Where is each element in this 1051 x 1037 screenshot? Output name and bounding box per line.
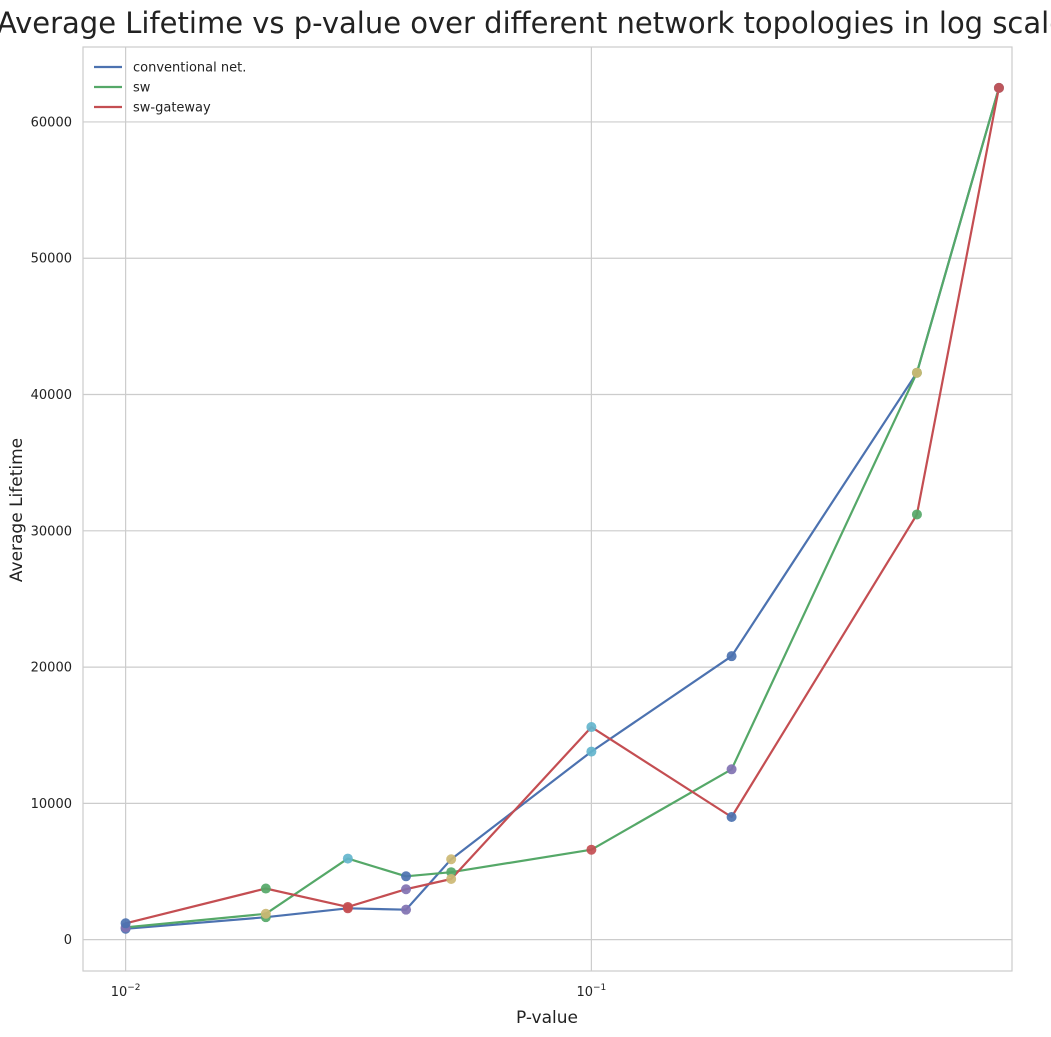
data-point <box>586 722 597 733</box>
y-axis-ticks: 0 10000 20000 30000 40000 50000 60000 <box>31 115 72 948</box>
y-tick-label: 40000 <box>31 388 72 403</box>
data-point <box>993 82 1004 93</box>
grid <box>83 47 1012 971</box>
data-point <box>401 884 412 895</box>
data-point <box>586 844 597 855</box>
data-point <box>446 874 457 885</box>
data-point <box>446 854 457 865</box>
data-point <box>911 509 922 520</box>
data-point <box>586 746 597 757</box>
data-point <box>260 883 271 894</box>
chart-title: Average Lifetime vs p-value over differe… <box>0 6 1051 40</box>
data-point <box>401 904 412 915</box>
data-point <box>726 812 737 822</box>
data-point <box>401 871 412 882</box>
data-point <box>342 901 353 912</box>
legend: conventional net. sw sw-gateway <box>94 61 246 116</box>
x-tick-label: 10−2 <box>111 983 141 1000</box>
y-tick-label: 30000 <box>31 524 72 539</box>
y-axis-label: Average Lifetime <box>7 438 27 582</box>
x-axis-label: P-value <box>516 1008 578 1028</box>
data-point <box>260 908 271 919</box>
y-tick-label: 50000 <box>31 252 72 267</box>
data-point <box>120 918 131 929</box>
y-tick-label: 0 <box>64 933 72 948</box>
plot-area <box>82 46 1013 972</box>
data-point <box>911 367 922 378</box>
legend-label: sw <box>133 81 151 96</box>
y-tick-label: 60000 <box>31 115 72 130</box>
data-point <box>726 764 737 775</box>
x-tick-label: 10−1 <box>576 983 606 1000</box>
series-markers <box>120 82 1004 934</box>
y-tick-label: 20000 <box>31 661 72 676</box>
data-point <box>342 853 353 864</box>
legend-label: sw-gateway <box>133 101 211 116</box>
legend-label: conventional net. <box>133 61 246 76</box>
x-axis-ticks: 10−2 10−1 <box>111 983 607 1000</box>
data-point <box>726 651 737 662</box>
y-tick-label: 10000 <box>31 797 72 812</box>
